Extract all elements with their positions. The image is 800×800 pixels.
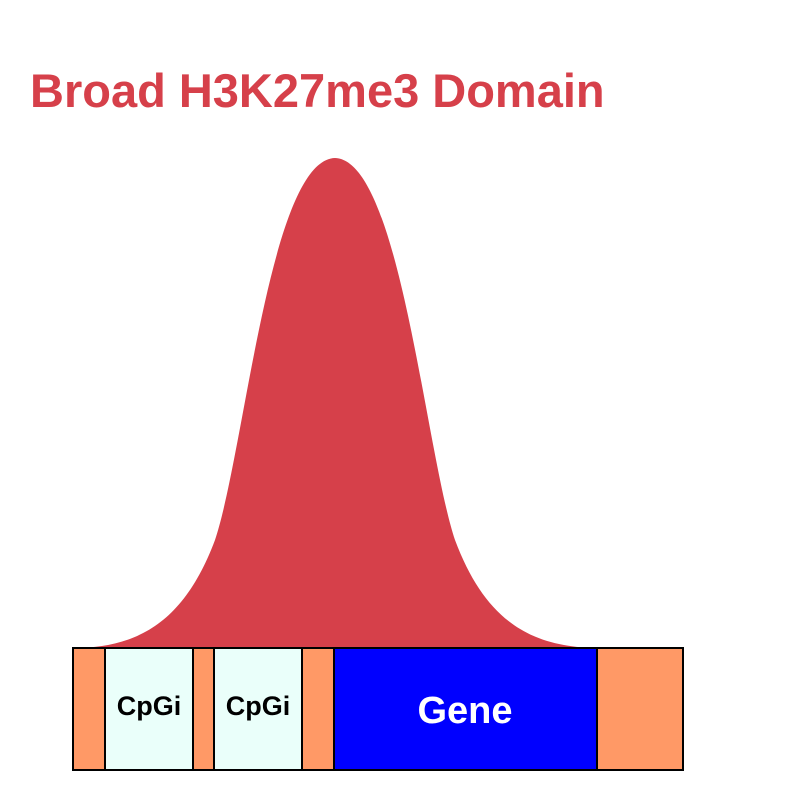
cpg-island-label: CpGi [226, 691, 291, 721]
gene-label: Gene [417, 690, 512, 732]
flank-segment [596, 647, 684, 771]
flank-segment [192, 647, 215, 771]
cpg-island-segment [104, 647, 194, 771]
h3k27me3-peak [73, 158, 600, 648]
flank-segment [301, 647, 335, 771]
flank-segment [72, 647, 106, 771]
gene-segment [333, 647, 598, 771]
genomic-track [72, 647, 684, 771]
diagram-title: Broad H3K27me3 Domain [30, 64, 605, 117]
cpg-island-label: CpGi [117, 691, 182, 721]
